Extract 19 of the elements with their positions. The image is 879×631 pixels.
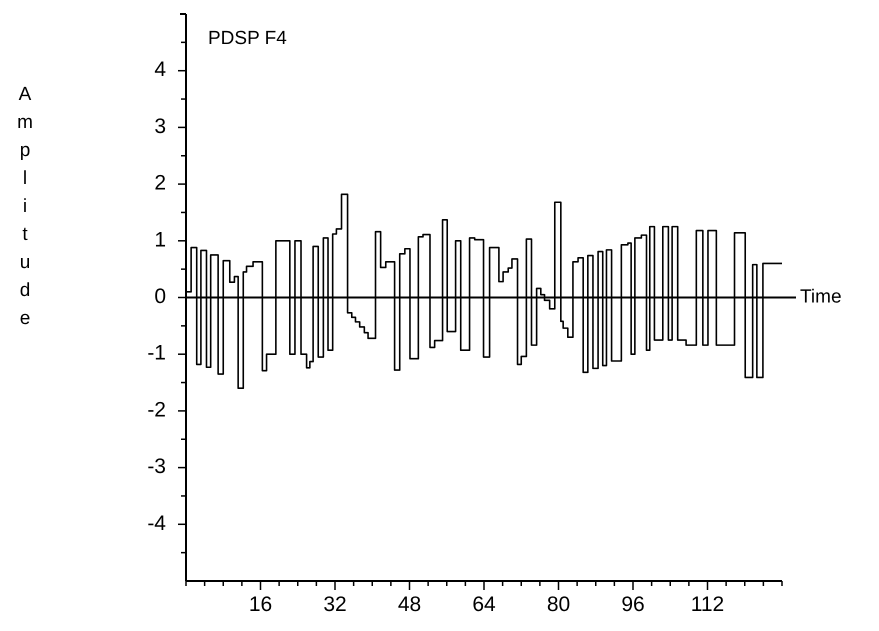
x-tick-label: 48 (398, 593, 422, 616)
y-tick-label: -4 (147, 512, 166, 535)
y-tick-label: 1 (154, 228, 166, 252)
text: Amplitude (17, 84, 33, 329)
y-tick-label: -1 (147, 342, 166, 365)
x-tick-label: 80 (546, 593, 570, 616)
y-tick-label: 3 (154, 114, 166, 138)
x-tick-label: 64 (472, 593, 496, 616)
y-tick-label: 4 (154, 58, 166, 82)
x-tick-label: 96 (621, 593, 645, 616)
x-tick-label: 16 (248, 593, 272, 616)
y-tick-label: -2 (147, 398, 166, 422)
y-tick-label: 0 (154, 285, 166, 308)
x-tick-label: 112 (690, 593, 724, 616)
x-axis-title: Time (800, 286, 842, 308)
x-tick-label: 32 (323, 593, 347, 616)
y-tick-label: 2 (154, 172, 166, 195)
y-tick-label: -3 (147, 455, 166, 478)
text: PDSP F4 (208, 28, 288, 49)
